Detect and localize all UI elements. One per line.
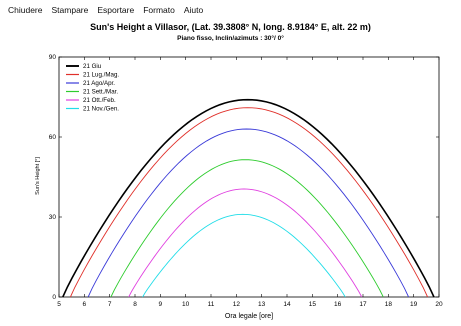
legend: 21 Giu 21 Lug./Mag.21 Ago/Apr. 21 Sett./Ma… <box>66 63 119 113</box>
legend-label: 21 Lug./Mag. <box>83 72 119 79</box>
x-tick-label: 9 <box>159 301 163 308</box>
x-tick-label: 7 <box>108 301 112 308</box>
x-tick-label: 18 <box>385 301 393 308</box>
chart-subtitle: Piano fisso, Inclin/azimuts : 30°/ 0° <box>177 35 284 42</box>
y-tick-label: 0 <box>52 294 56 301</box>
y-tick-label: 90 <box>49 54 57 61</box>
x-tick-label: 5 <box>57 301 61 308</box>
y-axis-label: Sun's Height [°] <box>35 157 41 195</box>
menu-bar: Chiudere Stampare Esportare Formato Aiut… <box>0 0 461 20</box>
x-tick-label: 16 <box>334 301 342 308</box>
x-tick-label: 10 <box>182 301 190 308</box>
axes: 5 6 7 8 9 10 11 12 13 14 15 16 17 18 19 20 0 30 60 90 <box>49 54 443 308</box>
x-tick-label: 13 <box>258 301 266 308</box>
chart-title: Sun's Height a Villasor, (Lat. 39.3808° … <box>90 22 371 32</box>
series-line-21-giu <box>62 98 435 298</box>
legend-label: 21 Ott./Feb. <box>83 97 116 104</box>
menu-item-aiuto[interactable]: Aiuto <box>183 5 204 15</box>
menu-item-stampare[interactable]: Stampare <box>51 5 89 15</box>
series-line-21-lug-mag- <box>69 107 429 298</box>
x-tick-label: 15 <box>309 301 317 308</box>
legend-label: 21 Ago/Apr. <box>83 80 115 87</box>
x-axis-label: Ora legale [ore] <box>225 313 273 320</box>
legend-label: 21 Sett./Mar. <box>83 89 118 96</box>
x-tick-label: 8 <box>133 301 137 308</box>
x-tick-label: 14 <box>283 301 291 308</box>
y-tick-label: 30 <box>49 214 57 221</box>
x-tick-label: 20 <box>435 301 443 308</box>
legend-label: 21 Giu <box>83 63 102 70</box>
y-tick-label: 60 <box>49 134 57 141</box>
menu-item-chiudere[interactable]: Chiudere <box>8 5 43 15</box>
menu-item-formato[interactable]: Formato <box>143 5 175 15</box>
legend-label: 21 Nov./Gen. <box>83 106 119 113</box>
series-line-21-nov-gen- <box>142 213 346 298</box>
plot-frame <box>58 56 440 298</box>
series-line-21-ago-apr- <box>87 128 410 298</box>
x-tick-label: 11 <box>208 301 215 308</box>
series-line-21-ott-feb- <box>128 188 363 298</box>
menu-item-esportare[interactable]: Esportare <box>97 5 135 15</box>
x-tick-label: 19 <box>410 301 418 308</box>
series-line-21-sett-mar- <box>110 159 384 298</box>
x-tick-label: 6 <box>83 301 87 308</box>
x-tick-label: 12 <box>233 301 241 308</box>
series-lines <box>62 98 435 298</box>
x-tick-label: 17 <box>359 301 367 308</box>
